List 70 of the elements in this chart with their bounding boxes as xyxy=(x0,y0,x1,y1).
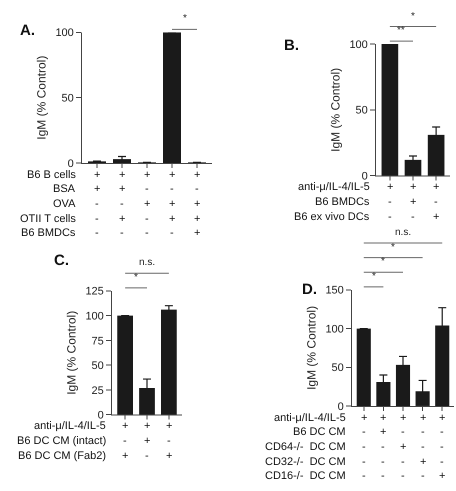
y-tick-label: 50 xyxy=(332,362,344,374)
text: n.s. xyxy=(395,227,412,238)
y-tick-label: 75 xyxy=(92,335,104,348)
text: anti-μ/IL-4/IL-5 xyxy=(34,420,106,432)
text: B6 BMDCs xyxy=(21,227,76,239)
text: * xyxy=(183,13,187,24)
category-label: + - + xyxy=(166,420,172,462)
text: B6 DC CM xyxy=(293,426,346,438)
y-tick-label: 50 xyxy=(356,104,368,117)
text: OTII T cells xyxy=(20,213,76,225)
y-tick-label: 0 xyxy=(362,170,368,183)
category-label: + - + - - xyxy=(400,412,406,482)
y-tick-label: 50 xyxy=(62,92,74,105)
category-label: + - - + - xyxy=(420,412,426,482)
chart-title: B. xyxy=(284,37,299,54)
y-axis-title: IgM (% Control) xyxy=(304,306,319,390)
category-label: + - + xyxy=(122,420,128,462)
text: B6 BMDCs xyxy=(315,196,370,208)
bar xyxy=(356,328,371,406)
y-axis-title: IgM (% Control) xyxy=(34,56,49,140)
category-label: + - + + + xyxy=(194,169,200,239)
category-label: + + - - - xyxy=(94,169,100,239)
y-tick-label: 100 xyxy=(325,323,344,336)
chart-title: C. xyxy=(54,252,69,269)
text: n.s. xyxy=(139,257,156,268)
chart-title: A. xyxy=(20,22,35,39)
text: * xyxy=(372,271,376,282)
text: CD64-/- DC CM xyxy=(265,441,346,453)
y-tick-label: 50 xyxy=(92,360,104,372)
category-label: + - + + - xyxy=(169,169,176,239)
text: CD32-/- DC CM xyxy=(265,456,346,468)
text: B6 DC CM (Fab2) xyxy=(18,450,106,462)
text: * xyxy=(391,242,395,253)
bar xyxy=(163,32,181,164)
text: CD16-/- DC CM xyxy=(265,470,346,482)
category-label: + + - - - xyxy=(380,412,386,482)
text: B6 DC CM (intact) xyxy=(17,435,106,447)
text: anti-μ/IL-4/IL-5 xyxy=(298,181,370,193)
y-tick-label: 0 xyxy=(98,410,104,422)
chart-title: D. xyxy=(302,281,317,298)
category-label: + + - xyxy=(144,420,150,462)
y-tick-label: 25 xyxy=(92,384,104,397)
category-label: + - - - - xyxy=(361,412,368,482)
text: * xyxy=(411,11,415,22)
category-label: + - + - - xyxy=(144,169,150,239)
y-tick-label: 150 xyxy=(325,284,344,297)
y-axis-title: IgM (% Control) xyxy=(64,310,79,395)
y-tick-label: 100 xyxy=(85,310,104,322)
text: * xyxy=(134,272,138,283)
category-label: + + - + - xyxy=(119,169,126,239)
text: OVA xyxy=(53,198,76,210)
text: BSA xyxy=(53,183,76,195)
bar xyxy=(117,316,133,415)
text: B6 B cells xyxy=(27,169,76,181)
y-tick-label: 100 xyxy=(55,27,74,40)
y-tick-label: 125 xyxy=(85,286,104,298)
category-label: + - - - + xyxy=(439,412,446,482)
category-label: + + - xyxy=(410,181,416,223)
text: * xyxy=(381,256,385,267)
category-label: + - - xyxy=(387,181,394,223)
y-tick-label: 0 xyxy=(68,158,74,170)
text: B6 ex vivo DCs xyxy=(294,211,370,223)
bar xyxy=(382,44,398,176)
y-tick-label: 0 xyxy=(338,400,344,413)
y-axis-title: IgM (% Control) xyxy=(328,68,343,152)
category-label: + - + xyxy=(433,181,440,223)
bar xyxy=(404,160,422,176)
text: anti-μ/IL-4/IL-5 xyxy=(274,412,346,424)
y-tick-label: 100 xyxy=(349,38,368,51)
text: ** xyxy=(397,25,405,36)
